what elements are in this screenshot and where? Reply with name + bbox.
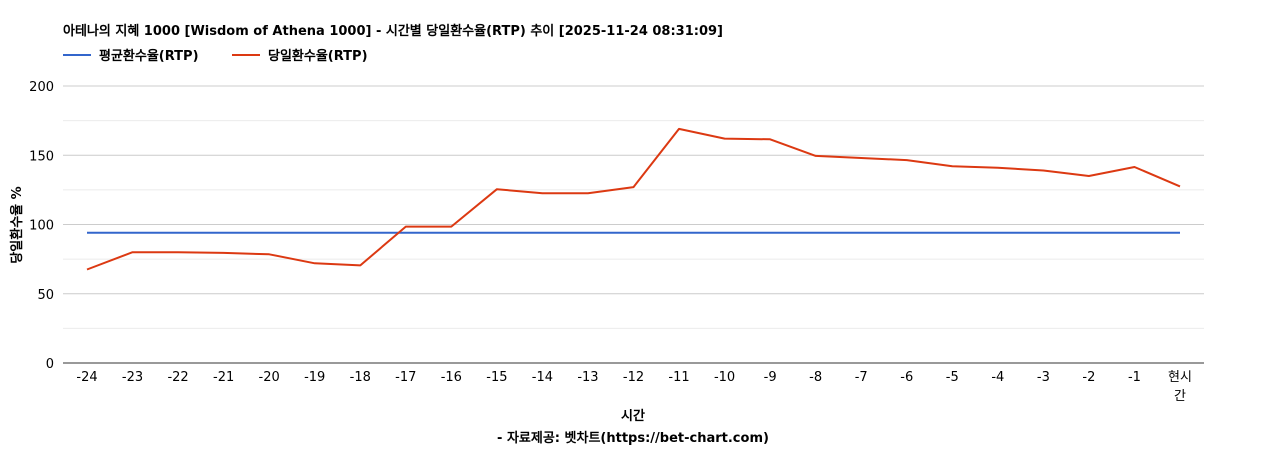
x-tick-label: -11 [668,370,689,385]
gridlines [63,85,1204,364]
x-tick-label: -8 [809,370,822,385]
x-tick-label: -4 [991,370,1004,385]
x-tick-label: -7 [855,370,868,385]
y-tick-label: 200 [29,80,54,95]
x-axis-ticks: -24 -23 -22 -21 -20 -19 -18 -17 -16 -15 -14 -13 -12 -… [76,370,1192,404]
x-tick-label: -16 [441,370,462,385]
y-tick-label: 100 [29,219,54,234]
x-tick-label: -6 [900,370,913,385]
x-tick-label: -24 [76,370,97,385]
x-tick-label: -21 [213,370,234,385]
y-tick-label: 150 [29,149,54,164]
x-tick-label: -2 [1082,370,1095,385]
x-tick-label: -17 [395,370,416,385]
y-axis-label: 당일환수율 % [9,186,25,263]
legend-label: 평균환수율(RTP) [99,48,199,64]
series-lines [86,127,1181,271]
x-tick-label: -22 [167,370,188,385]
source-footer: - 자료제공: 벳차트(https://bet-chart.com) [497,430,769,446]
x-tick-label: -9 [764,370,777,385]
x-tick-label: 현시 간 [1168,370,1192,404]
x-tick-label: -20 [259,370,280,385]
legend-label: 당일환수율(RTP) [268,48,368,64]
legend: 평균환수율(RTP) 당일환수율(RTP) [63,48,368,64]
series-line-daily-rtp [86,127,1181,271]
chart-title: 아테나의 지혜 1000 [Wisdom of Athena 1000] - 시… [63,23,723,39]
x-tick-label: -12 [623,370,644,385]
x-tick-label: -14 [532,370,553,385]
x-tick-label: -13 [577,370,598,385]
x-tick-label: -23 [122,370,143,385]
x-tick-label: -18 [350,370,371,385]
y-tick-label: 0 [46,357,54,372]
y-axis-ticks: 0 50 100 150 200 [29,80,54,372]
y-tick-label: 50 [37,288,54,303]
x-tick-label: -15 [486,370,507,385]
x-tick-label: -10 [714,370,735,385]
x-tick-label: -5 [946,370,959,385]
x-axis-label: 시간 [621,408,645,424]
x-tick-label: -19 [304,370,325,385]
x-tick-label: -3 [1037,370,1050,385]
x-tick-label: -1 [1128,370,1141,385]
